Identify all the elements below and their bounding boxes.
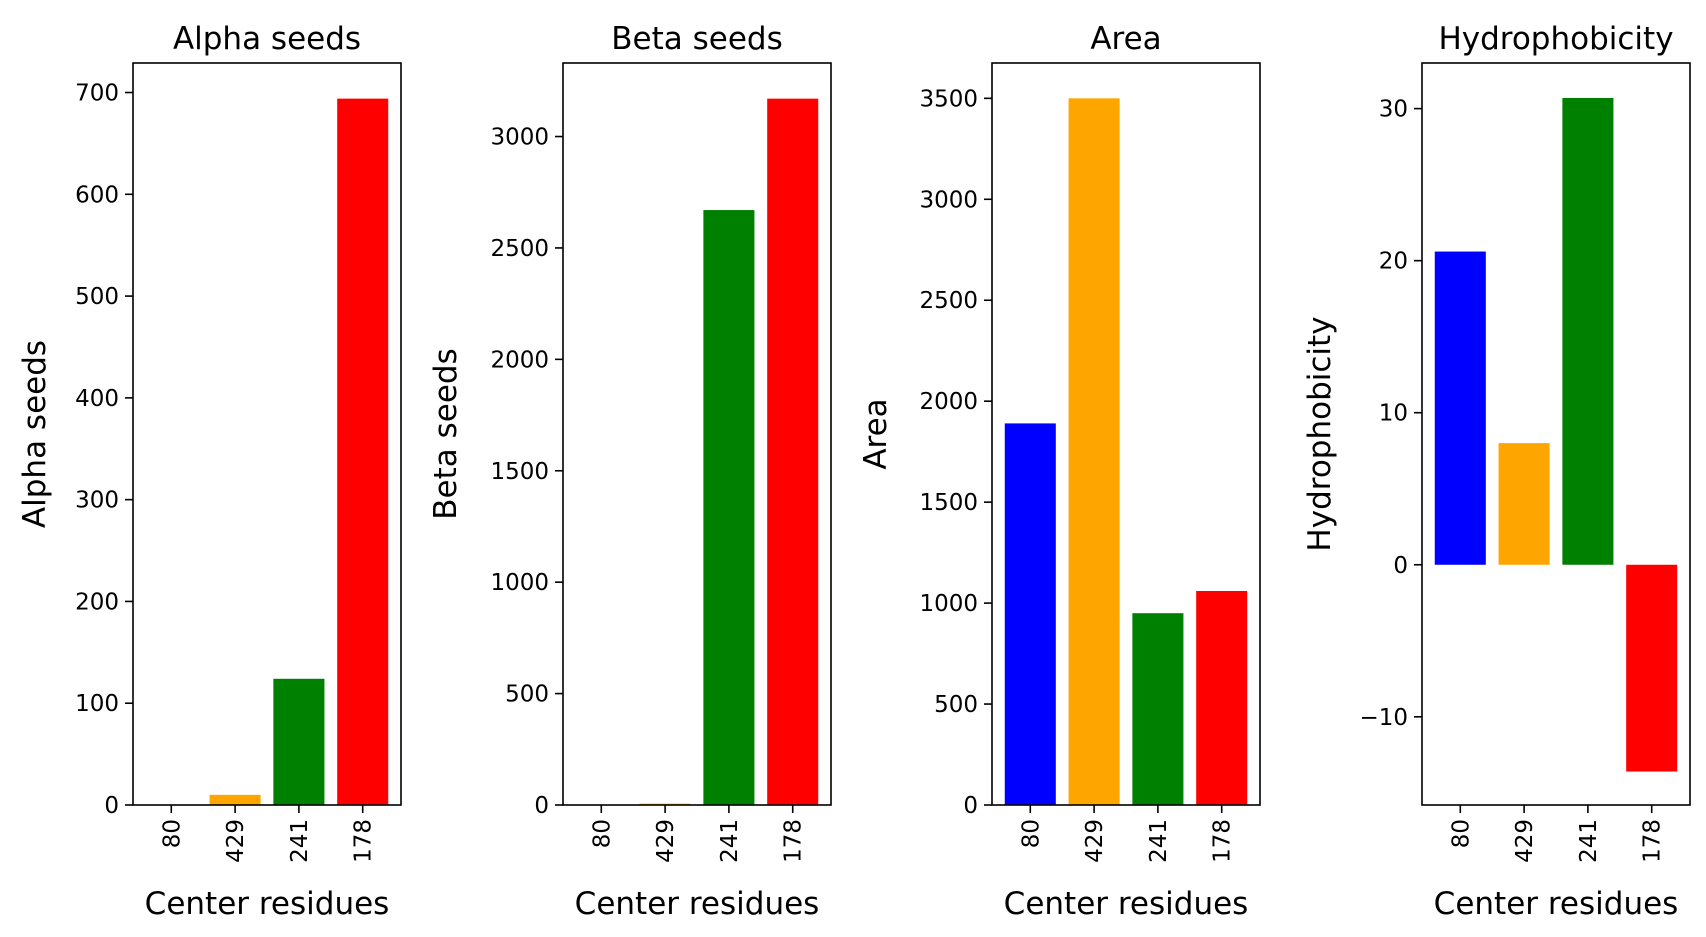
chart-panel: 0 100 200 300 400 500 600 700 80 429 241 178 Alpha s… [17,21,402,922]
y-tick-label: 500 [75,284,119,310]
y-axis-label: Alpha seeds [17,340,53,528]
y-tick-label: 200 [75,589,119,615]
axes-frame [991,62,1261,806]
x-tick-label: 80 [1018,819,1044,848]
x-tick-label: 80 [589,819,615,848]
bar-429 [1068,98,1120,806]
bar-178 [1626,564,1678,772]
y-axis-label: Area [858,398,894,469]
x-tick-label: 429 [1082,819,1108,863]
y-tick-label: 100 [75,691,119,717]
y-tick-label: 500 [934,692,978,718]
x-tick-label: 241 [1576,819,1602,863]
x-axis-label: Center residues [1004,886,1249,922]
x-tick-label: 241 [717,819,743,863]
y-tick-label: 0 [1393,553,1408,579]
axes-frame [132,62,402,806]
axes-frame [1421,62,1691,806]
bar-178 [1196,590,1248,805]
bar-178 [337,98,389,805]
x-tick-label: 241 [287,819,313,863]
y-tick-label: 0 [534,793,549,819]
bar-241 [703,210,755,806]
x-tick-label: 178 [781,819,807,863]
y-tick-label: 1000 [490,570,549,596]
bar-429 [1498,443,1550,565]
x-axis-label: Center residues [1434,886,1679,922]
y-tick-label: 2500 [919,288,978,314]
x-axis-label: Center residues [575,886,820,922]
bar-80 [1004,423,1056,805]
y-tick-label: 700 [75,81,119,107]
y-tick-label: 500 [505,682,549,708]
y-tick-label: 600 [75,182,119,208]
x-tick-label: 178 [1210,819,1236,863]
chart-title: Alpha seeds [173,21,361,57]
y-tick-label: 2500 [490,236,549,262]
y-tick-label: 2000 [490,347,549,373]
y-tick-label: 1500 [919,490,978,516]
bar-80 [1434,251,1486,565]
chart-title: Hydrophobicity [1438,21,1673,57]
y-tick-label: 1500 [490,459,549,485]
chart-panel: −10 0 10 20 30 80 429 241 178 Hydrophobicity Cente… [1302,21,1691,922]
y-tick-label: 0 [963,793,978,819]
x-tick-label: 80 [159,819,185,848]
y-axis-label: Hydrophobicity [1302,316,1338,551]
y-tick-label: 3000 [490,125,549,151]
chart-panel: 0 500 1000 1500 2000 2500 3000 3500 80 429 241 178 A… [858,21,1261,922]
x-tick-label: 429 [653,819,679,863]
x-tick-label: 429 [1512,819,1538,863]
bar-241 [1562,97,1614,565]
bar-429 [209,794,261,805]
y-tick-label: −10 [1359,705,1408,731]
y-tick-label: 1000 [919,591,978,617]
bar-241 [273,678,325,805]
y-tick-label: 30 [1379,97,1408,123]
y-tick-label: 3000 [919,187,978,213]
bar-178 [767,98,819,805]
x-tick-label: 178 [1640,819,1666,863]
y-tick-label: 400 [75,386,119,412]
x-tick-label: 178 [351,819,377,863]
x-tick-label: 241 [1146,819,1172,863]
bar-241 [1132,613,1184,805]
y-tick-label: 10 [1379,401,1408,427]
y-tick-label: 3500 [919,86,978,112]
x-axis-label: Center residues [145,886,390,922]
x-tick-label: 429 [223,819,249,863]
chart-title: Area [1090,21,1161,57]
y-tick-label: 20 [1379,249,1408,275]
chart-panel: 0 500 1000 1500 2000 2500 3000 80 429 241 178 Beta … [428,21,832,922]
axes-frame [562,62,832,806]
chart-title: Beta seeds [611,21,782,57]
y-tick-label: 2000 [919,389,978,415]
y-tick-label: 300 [75,488,119,514]
y-axis-label: Beta seeds [428,348,464,519]
y-tick-label: 0 [104,793,119,819]
x-tick-label: 80 [1448,819,1474,848]
